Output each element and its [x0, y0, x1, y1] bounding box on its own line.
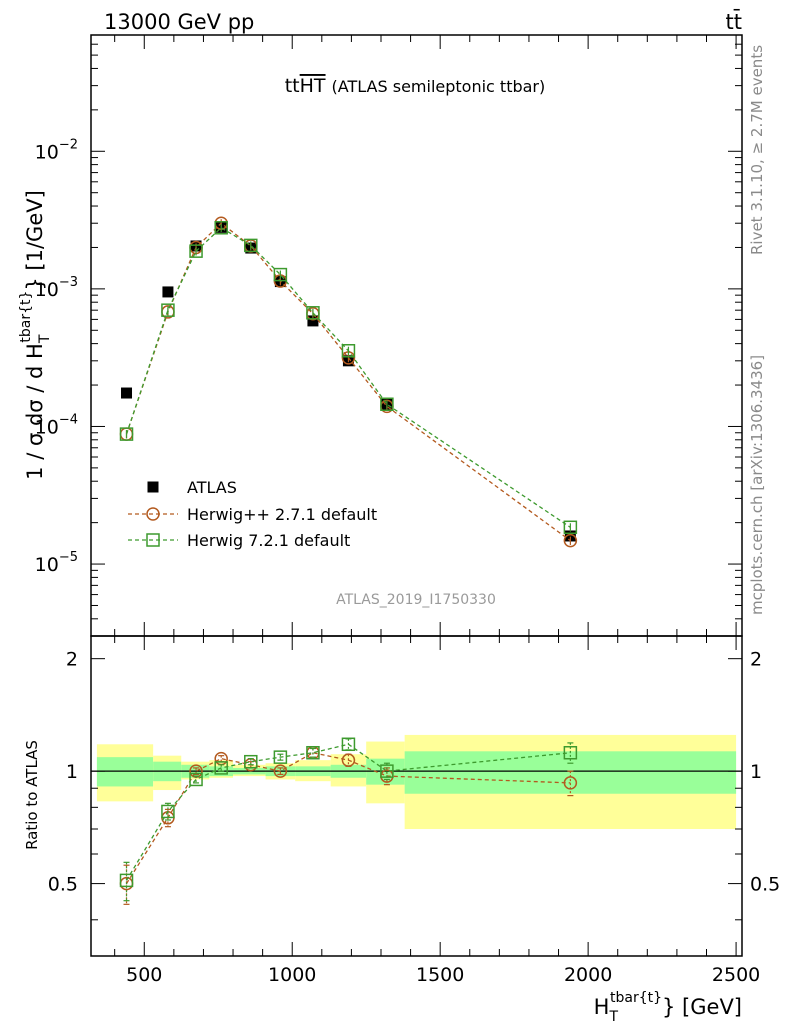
- main-data-point: [244, 238, 258, 253]
- main-y-tick-base: 10: [35, 279, 59, 301]
- x-tick-label: 1000: [268, 964, 316, 986]
- main-y-tick-exp: −4: [59, 412, 78, 427]
- main-data-point: [119, 427, 134, 441]
- ratio-frame: [90, 635, 743, 957]
- ratio-series-1: [119, 737, 578, 902]
- main-data-point: [563, 520, 578, 535]
- main-y-tick-label: 10−5: [35, 550, 78, 576]
- legend-marker: [147, 481, 159, 493]
- main-y-tick-base: 10: [35, 141, 59, 163]
- ratio-y-tick-label-right: 1: [750, 761, 762, 783]
- main-data-point: [273, 267, 288, 282]
- y-label-unit: } [1/GeV]: [23, 190, 47, 290]
- main-y-tick-base: 10: [35, 554, 59, 576]
- ratio-panel: 0.5 0.51 12 2500 1000 1500 2000 2500 Ratio to A…: [23, 635, 780, 1024]
- main-data-point: [161, 303, 175, 317]
- ratio-series-line: [125, 743, 571, 881]
- legend-marker: [146, 533, 160, 547]
- main-y-tick-label: 10−2: [35, 137, 78, 163]
- y-label-sup: tbar{t}: [18, 291, 34, 343]
- x-label-sub: T: [608, 1009, 618, 1024]
- legend-marker: [146, 507, 160, 521]
- main-data-point: [307, 315, 319, 327]
- main-y-axis-label: 1 / σ dσ / d HTtbar{t}} [1/GeV]: [18, 190, 53, 480]
- x-label-main: H: [594, 995, 610, 1019]
- main-data-point: [189, 244, 203, 258]
- main-data-point: [341, 344, 356, 358]
- header-right: tt̄: [726, 9, 742, 34]
- ratio-data-point: [380, 764, 394, 778]
- ratio-data-point: [306, 745, 320, 760]
- main-y-tick-base: 10: [35, 416, 59, 438]
- y-label-text: 1 / σ dσ / d H: [23, 343, 47, 480]
- main-title-tt: tt: [285, 75, 300, 97]
- ratio-y-tick-label-right: 2: [750, 649, 762, 671]
- ratio-series-line: [125, 752, 571, 884]
- x-tick-label: 2000: [564, 964, 612, 986]
- x-label-sup: tbar{t}: [610, 990, 662, 1006]
- ratio-data-point: [341, 753, 356, 767]
- ratio-y-tick-label-right: 0.5: [750, 874, 780, 896]
- ratio-data-point: [214, 761, 228, 775]
- legend-entry-0: ATLAS: [147, 478, 237, 497]
- legend-entry-1: Herwig++ 2.7.1 default: [128, 505, 377, 524]
- main-series-2: [119, 221, 578, 535]
- legend-label: ATLAS: [187, 478, 237, 497]
- ratio-data-point: [119, 873, 134, 888]
- watermark: ATLAS_2019_I1750330: [336, 592, 496, 608]
- main-data-point: [564, 530, 576, 542]
- main-y-tick-exp: −3: [59, 275, 78, 290]
- main-data-point: [214, 221, 228, 235]
- header-left: 13000 GeV pp: [104, 10, 254, 34]
- main-data-point: [162, 286, 174, 298]
- main-data-point: [121, 387, 133, 399]
- ratio-data-point: [273, 750, 288, 764]
- x-axis-label: HTtbar{t}} [GeV]: [594, 990, 742, 1024]
- y-label-sub: T: [37, 334, 53, 344]
- main-panel: ttHT (ATLAS semileptonic ttbar) ATLAS_201…: [18, 34, 743, 637]
- main-title: ttHT (ATLAS semileptonic ttbar): [285, 75, 546, 97]
- ratio-y-tick-label: 1: [66, 761, 78, 783]
- x-label-unit: } [GeV]: [662, 995, 742, 1019]
- legend-label: Herwig 7.2.1 default: [187, 531, 350, 550]
- main-y-tick-label: 10−3: [35, 275, 78, 301]
- ratio-data-point: [563, 745, 578, 760]
- main-y-tick-exp: −2: [59, 137, 78, 152]
- main-title-ht: HT: [300, 75, 326, 97]
- ratio-band-inner: [96, 757, 154, 787]
- main-y-tick-label: 10−4: [35, 412, 78, 438]
- ratio-data-point: [563, 776, 578, 790]
- ratio-y-label: Ratio to ATLAS: [23, 740, 41, 850]
- x-tick-label: 1500: [416, 964, 464, 986]
- main-data-point: [563, 533, 578, 548]
- x-tick-label: 500: [126, 964, 162, 986]
- mcplots-label: mcplots.cern.ch [arXiv:1306.3436]: [748, 355, 766, 615]
- main-title-sub: (ATLAS semileptonic ttbar): [332, 77, 546, 96]
- ratio-y-tick-label: 2: [66, 649, 78, 671]
- x-tick-label: 2500: [712, 964, 760, 986]
- legend-entry-2: Herwig 7.2.1 default: [128, 531, 350, 550]
- main-data-point: [380, 397, 394, 412]
- ratio-data-point: [161, 804, 175, 819]
- main-data-point: [306, 306, 320, 320]
- ratio-data-point: [273, 764, 288, 778]
- ratio-y-tick-label: 0.5: [48, 874, 78, 896]
- ratio-data-point: [244, 754, 258, 769]
- ratio-data-point: [341, 737, 356, 752]
- ratio-data-point: [189, 772, 203, 787]
- main-series-line: [125, 226, 571, 528]
- rivet-label: Rivet 3.1.10, ≥ 2.7M events: [748, 45, 766, 255]
- y-label-main: 1 / σ dσ / d HTtbar{t}} [1/GeV]: [18, 190, 53, 480]
- main-y-tick-exp: −5: [59, 550, 78, 565]
- legend-label: Herwig++ 2.7.1 default: [187, 505, 377, 524]
